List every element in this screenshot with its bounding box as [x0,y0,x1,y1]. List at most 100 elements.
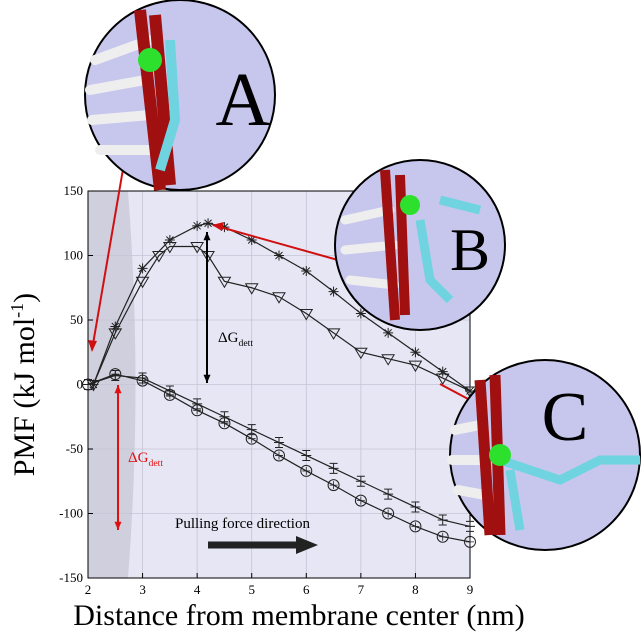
annotation: ΔGdett [218,330,253,349]
y-label-sup: -1 [7,303,27,318]
data-point [109,368,122,381]
x-tick-label: 7 [358,582,365,597]
data-point [435,373,450,386]
marker [355,308,366,319]
data-point [274,250,284,261]
pointer-line [212,224,346,263]
data-point [410,347,421,358]
annotation-text: Pulling force direction [175,516,310,532]
data-point [219,411,230,423]
marker [86,380,101,392]
data-point [437,514,448,526]
marker [465,520,475,532]
data-point [301,265,312,276]
marker [163,388,176,401]
marker [162,241,177,254]
marker [300,464,313,477]
marker [355,475,366,487]
marker [135,276,150,289]
data-point [409,520,422,533]
data-point [327,479,340,492]
data-point [244,283,259,295]
y-tick-label: 50 [70,312,83,327]
marker [410,501,421,513]
marker [466,537,474,546]
data-point [382,507,395,520]
marker [328,462,339,474]
x-tick-label: 2 [85,582,92,597]
data-point [245,432,258,445]
data-point [410,501,421,513]
marker [192,398,203,410]
marker [217,276,232,289]
data-point [326,328,341,340]
data-point [381,354,396,366]
arrow-head [114,385,122,394]
marker [136,374,149,387]
marker [84,380,92,389]
annotation-text: ΔG [218,330,239,346]
marker [327,479,340,492]
marker [328,286,339,297]
marker [354,494,367,507]
annotation-sub: dett [148,458,163,469]
marker [247,434,256,443]
marker [193,406,202,415]
marker [437,366,448,377]
marker [383,488,394,500]
pointer-line [439,383,471,401]
inset-label: C [542,379,589,456]
data-point [163,388,176,401]
pointer-head [88,340,97,352]
inset-b: B [334,159,506,331]
marker [408,360,423,373]
marker [201,251,215,263]
data-point [246,235,257,246]
y-tick-label: -50 [66,441,83,456]
y-label-main: PMF (kJ mol [8,318,41,476]
data-point [437,366,448,377]
marker [329,481,338,490]
marker [436,530,449,543]
marker [301,449,312,461]
marker [244,283,259,295]
marker [192,220,203,231]
data-point [164,235,175,246]
marker [245,432,258,445]
data-point [328,462,339,474]
y-tick-label: -150 [59,570,83,585]
data-point [218,417,231,430]
data-point [355,475,366,487]
marker [326,328,341,340]
data-point [110,321,121,332]
data-point [192,220,203,231]
annotation-text: ΔG [128,450,149,466]
arrow-head [114,521,122,530]
marker [273,449,285,462]
data-point [301,449,312,461]
data-point [191,404,204,417]
data-point [162,241,177,254]
data-point [273,449,285,462]
x-tick-label: 9 [467,582,474,597]
data-point [246,424,257,436]
marker [302,466,311,475]
data-point [299,309,314,321]
inset-label: B [450,217,490,283]
data-point [272,292,286,304]
x-axis-label: Distance from membrane center (nm) [73,599,524,632]
annotation-sub: dett [238,338,253,349]
y-tick-label: -100 [59,506,83,521]
marker [274,250,284,261]
data-point [465,520,475,532]
marker [437,514,448,526]
marker [382,507,395,520]
arrow-head [203,374,211,383]
marker [138,376,147,385]
marker [411,522,420,531]
data-point [190,241,205,254]
data-point [136,374,149,387]
marker [246,424,257,436]
marker [111,370,120,379]
